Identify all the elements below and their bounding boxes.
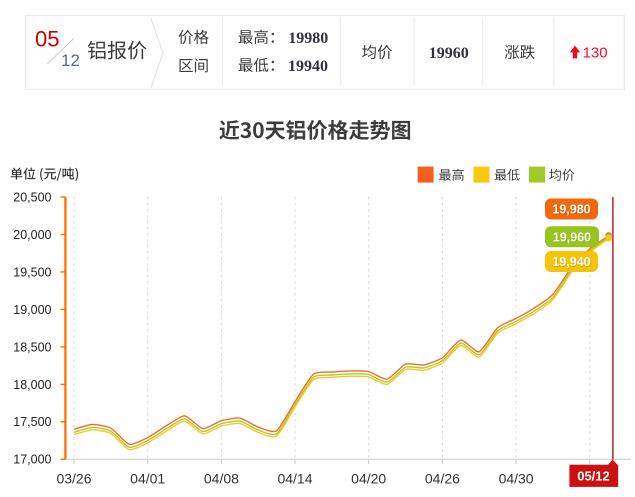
- svg-text:12: 12: [61, 51, 80, 70]
- svg-text:04/26: 04/26: [425, 471, 460, 487]
- svg-text:19,940: 19,940: [552, 255, 590, 269]
- svg-text:19,000: 19,000: [13, 303, 51, 317]
- svg-text:17,000: 17,000: [13, 453, 51, 467]
- svg-text:04/01: 04/01: [130, 471, 165, 487]
- svg-text:04/20: 04/20: [351, 471, 386, 487]
- svg-text:18,000: 18,000: [13, 378, 51, 392]
- svg-text:19960: 19960: [429, 45, 469, 62]
- svg-text:17,500: 17,500: [13, 415, 51, 429]
- svg-text:04/08: 04/08: [204, 471, 239, 487]
- svg-text:19,960: 19,960: [553, 230, 591, 244]
- svg-text:03/26: 03/26: [56, 471, 91, 487]
- svg-text:18,500: 18,500: [13, 340, 51, 354]
- svg-text:05/12: 05/12: [577, 469, 610, 484]
- svg-text:19,960: 19,960: [553, 231, 591, 245]
- svg-text:20,000: 20,000: [13, 228, 51, 242]
- svg-text:04/14: 04/14: [277, 471, 312, 487]
- svg-text:19,940: 19,940: [553, 256, 591, 270]
- svg-text:19,980: 19,980: [552, 203, 590, 217]
- svg-text:130: 130: [583, 45, 608, 62]
- svg-text:05: 05: [35, 27, 59, 52]
- svg-text:19,500: 19,500: [13, 265, 51, 279]
- svg-text:19940: 19940: [288, 58, 328, 75]
- svg-text:20,500: 20,500: [13, 190, 51, 204]
- svg-text:19980: 19980: [288, 30, 328, 47]
- svg-text:19,980: 19,980: [553, 203, 591, 217]
- svg-text:04/30: 04/30: [499, 471, 534, 487]
